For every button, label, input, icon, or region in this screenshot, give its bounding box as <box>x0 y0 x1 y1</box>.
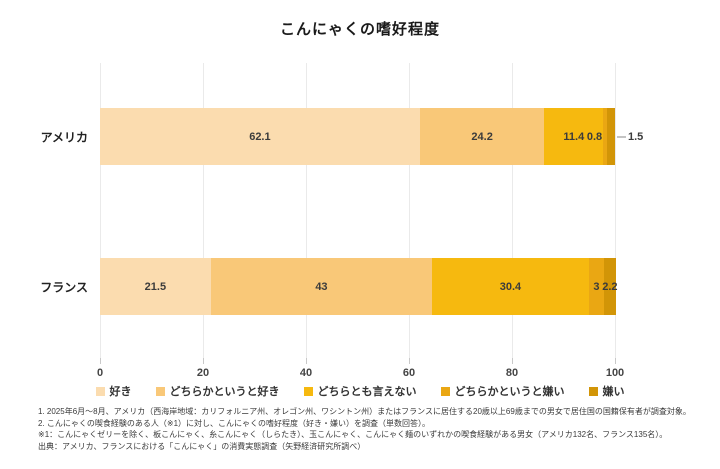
bar-segment <box>100 258 211 315</box>
legend-swatch-icon <box>440 386 450 396</box>
x-tick-label: 80 <box>505 367 519 379</box>
chart-title: こんにゃくの嗜好程度 <box>279 21 440 38</box>
legend-swatch-icon <box>303 386 313 396</box>
value-label: 1.5 <box>628 130 644 143</box>
value-label: 21.5 <box>144 280 167 293</box>
bar-row: 21.5 43 30.4 3 2.2 <box>100 258 618 315</box>
bar-segment <box>607 108 615 165</box>
gridline <box>306 63 307 358</box>
legend-item: どちらとも言えない <box>303 383 417 399</box>
legend-label: 嫌い <box>602 386 625 398</box>
tick-mark <box>615 358 616 364</box>
plot-area: 62.1 24.2 11.4 0.8 1.5 アメリカ 21.5 43 30.4 3 2.2 フランス… <box>40 63 643 379</box>
category-label: フランス <box>40 280 88 294</box>
legend-label: どちらかというと嫌い <box>454 386 565 398</box>
tick-mark <box>306 358 307 364</box>
bar-row: 62.1 24.2 11.4 0.8 1.5 <box>100 108 643 165</box>
legend-item: 嫌い <box>588 383 625 399</box>
footnote-line: 2. こんにゃくの喫食経験のある人（※1）に対し、こんにゃくの嗜好程度（好き・嫌… <box>38 418 431 428</box>
tick-mark <box>409 358 410 364</box>
value-label: 62.1 <box>249 130 271 143</box>
x-tick-label: 100 <box>605 367 625 379</box>
x-tick-label: 60 <box>402 367 416 379</box>
footnote-line: 1. 2025年6月～8月、アメリカ（西海岸地域：カリフォルニア州、オレゴン州、… <box>38 407 691 416</box>
bar-segment <box>419 108 545 165</box>
value-label: 2.2 <box>602 280 618 293</box>
bar-segment <box>588 258 605 315</box>
tick-mark <box>512 358 513 364</box>
gridline <box>100 63 101 358</box>
value-label: 43 <box>315 280 328 293</box>
value-label: 0.8 <box>586 130 603 143</box>
bar-segment <box>100 108 420 165</box>
value-label: 3 <box>593 280 600 293</box>
legend: 好き どちらかというと好き どちらとも言えない どちらかというと嫌い 嫌い <box>0 383 720 399</box>
value-label: 11.4 <box>563 130 585 143</box>
legend-swatch-icon <box>95 386 105 396</box>
legend-item: どちらかというと好き <box>155 383 280 399</box>
legend-label: どちらとも言えない <box>317 386 417 398</box>
x-tick-label: 20 <box>196 367 210 379</box>
bar-segment <box>604 258 616 315</box>
legend-item: 好き <box>95 383 132 399</box>
footnote-line: ※1：こんにゃくゼリーを除く、板こんにゃく、糸こんにゃく（しらたき）、玉こんにゃ… <box>38 430 668 439</box>
tick-mark <box>100 358 101 364</box>
bar-segment <box>210 258 433 315</box>
gridline <box>615 63 616 358</box>
value-label: 24.2 <box>471 130 493 143</box>
bar-segment <box>544 108 604 165</box>
gridline <box>203 63 204 358</box>
label-connector <box>617 136 626 137</box>
legend-label: 好き <box>109 386 132 398</box>
tick-mark <box>203 358 204 364</box>
legend-label: どちらかというと好き <box>169 386 280 398</box>
bar-segment <box>432 258 589 315</box>
source-line: 出典：アメリカ、フランスにおける「こんにゃく」の消費実態調査（矢野経済研究所調べ… <box>38 441 366 451</box>
category-label: アメリカ <box>40 130 88 144</box>
gridline <box>512 63 513 358</box>
x-tick-label: 0 <box>96 367 104 379</box>
gridline <box>409 63 410 358</box>
legend-item: どちらかというと嫌い <box>440 383 565 399</box>
value-label: 30.4 <box>499 280 522 293</box>
legend-swatch-icon <box>588 386 598 396</box>
footnotes: 1. 2025年6月～8月、アメリカ（西海岸地域：カリフォルニア州、オレゴン州、… <box>38 406 704 452</box>
bar-segment <box>603 108 608 165</box>
legend-swatch-icon <box>155 386 165 396</box>
x-tick-label: 40 <box>299 367 313 379</box>
